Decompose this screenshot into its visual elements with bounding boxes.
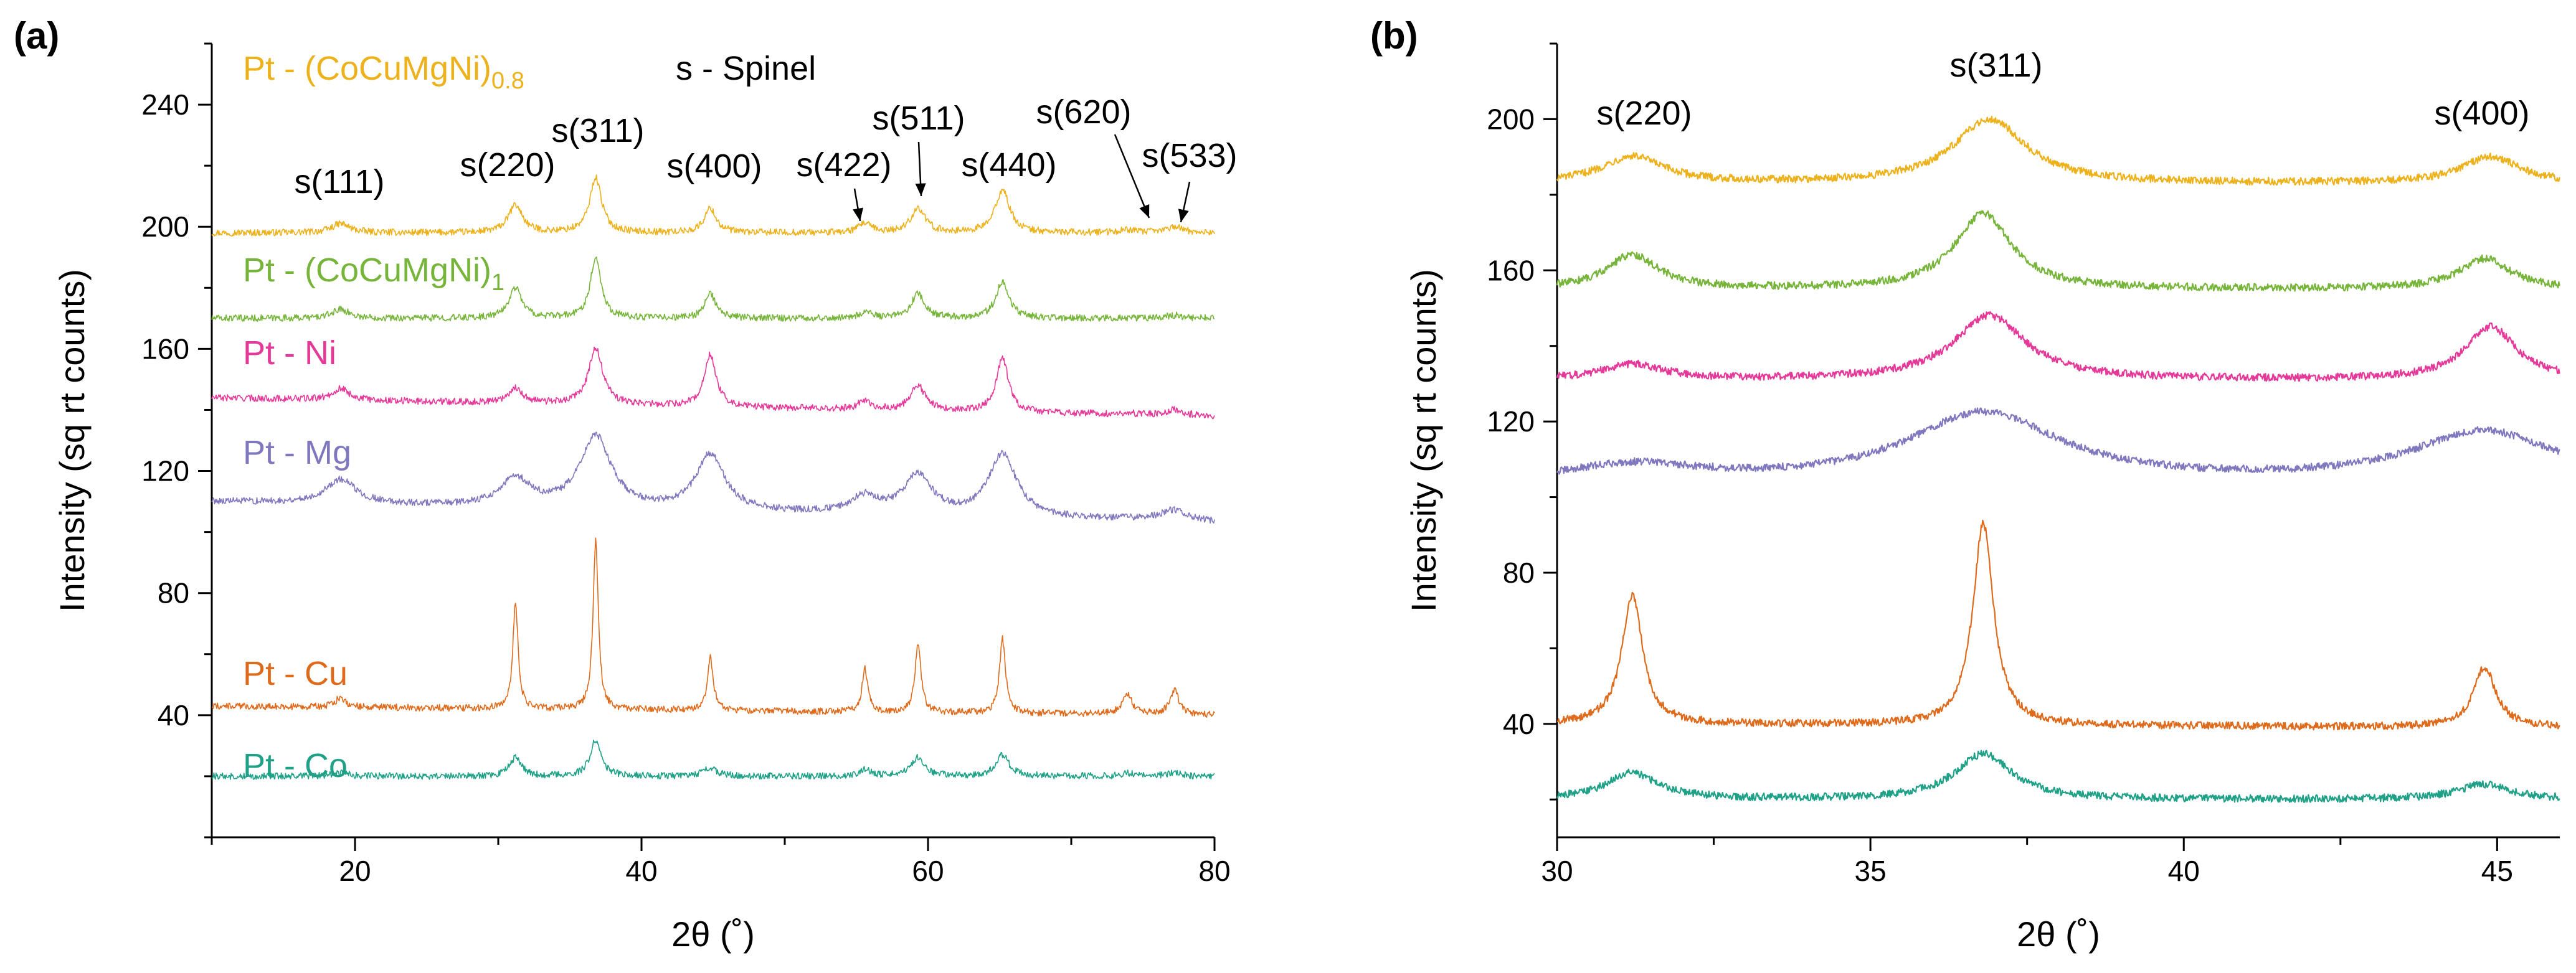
series-label: Pt - Co xyxy=(243,747,348,784)
peak-label: s(422) xyxy=(796,146,891,184)
y-tick-label: 160 xyxy=(1487,254,1535,286)
series-label-name: Pt - Mg xyxy=(243,434,351,471)
series-label: Pt - Ni xyxy=(243,334,336,372)
panel-b: (b) 30 35 40 45 40 80 120 160 200 2θ (˚) Intensity … xyxy=(1370,15,2560,954)
peak-label: s(220) xyxy=(1596,95,1692,132)
peak-label: s(311) xyxy=(551,112,644,149)
peak-arrow-shaft xyxy=(1114,134,1150,219)
series-label: Pt - Mg xyxy=(243,434,351,471)
y-tick-label: 160 xyxy=(141,332,189,365)
y-tick-label: 120 xyxy=(141,455,189,487)
series-label-name: Pt - Cu xyxy=(243,655,348,692)
y-axis-title: Intensity (sq rt counts) xyxy=(52,269,92,612)
peak-label: s(111) xyxy=(294,163,384,200)
y-axis-title: Intensity (sq rt counts) xyxy=(1404,269,1443,612)
peak-label: s(400) xyxy=(2434,95,2529,132)
series-line xyxy=(1556,311,2560,382)
peak-label: s(620) xyxy=(1036,93,1131,131)
x-tick-label: 40 xyxy=(2168,855,2200,887)
peak-label: s(440) xyxy=(961,146,1056,184)
spinel-note: s - Spinel xyxy=(676,50,816,87)
peak-arrow-head xyxy=(1178,209,1189,222)
series-label-name: Pt - Co xyxy=(243,747,348,784)
peak-label: s(311) xyxy=(1949,47,2042,84)
x-tick-label: 30 xyxy=(1541,855,1573,887)
series-line xyxy=(211,431,1215,524)
y-tick-label: 240 xyxy=(141,88,189,121)
series-line xyxy=(211,740,1215,780)
series-label: Pt - Cu xyxy=(243,655,348,692)
peak-arrow-head xyxy=(915,183,926,196)
peak-label: s(400) xyxy=(666,148,762,185)
peak-arrow-head xyxy=(1139,204,1150,218)
series-label-name: Pt - (CoCuMgNi) xyxy=(243,50,491,87)
series-line xyxy=(1556,750,2560,803)
peak-label: s(220) xyxy=(460,146,555,184)
series-line xyxy=(211,256,1215,322)
series-label-name: Pt - (CoCuMgNi) xyxy=(243,251,491,289)
series-line xyxy=(1556,115,2560,186)
series-label-subscript: 0.8 xyxy=(491,68,524,94)
panel-a: (a) 20 40 60 80 40 80 120 160 200 240 2θ (˚) Intensi… xyxy=(14,15,1238,954)
series-line xyxy=(1556,210,2560,292)
x-tick-label: 80 xyxy=(1198,855,1230,887)
series-label: Pt - (CoCuMgNi)0.8 xyxy=(243,50,524,94)
series-line xyxy=(1556,519,2560,731)
x-tick-label: 45 xyxy=(2481,855,2513,887)
series-label: Pt - (CoCuMgNi)1 xyxy=(243,251,504,296)
y-tick-label: 80 xyxy=(158,577,189,609)
y-tick-label: 40 xyxy=(158,699,189,731)
y-tick-label: 200 xyxy=(1487,103,1535,135)
series-line xyxy=(211,174,1215,237)
series-label-subscript: 1 xyxy=(491,270,504,296)
series-line xyxy=(211,346,1215,420)
y-tick-label: 80 xyxy=(1503,557,1535,589)
series-label-name: Pt - Ni xyxy=(243,334,336,372)
panel-letter: (a) xyxy=(14,15,59,57)
x-tick-label: 20 xyxy=(339,855,371,887)
peak-label: s(511) xyxy=(872,100,965,137)
peak-label: s(533) xyxy=(1142,137,1237,174)
x-axis-title: 2θ (˚) xyxy=(671,914,755,954)
x-tick-label: 40 xyxy=(625,855,657,887)
x-tick-label: 60 xyxy=(912,855,944,887)
x-axis-title: 2θ (˚) xyxy=(2017,914,2100,954)
x-tick-label: 35 xyxy=(1855,855,1887,887)
series-line xyxy=(212,537,1215,718)
y-tick-label: 200 xyxy=(141,210,189,243)
peak-arrow-head xyxy=(853,207,863,221)
series-line xyxy=(1556,407,2560,475)
panel-letter: (b) xyxy=(1370,15,1418,57)
y-tick-label: 40 xyxy=(1503,708,1535,740)
y-tick-label: 120 xyxy=(1487,405,1535,438)
